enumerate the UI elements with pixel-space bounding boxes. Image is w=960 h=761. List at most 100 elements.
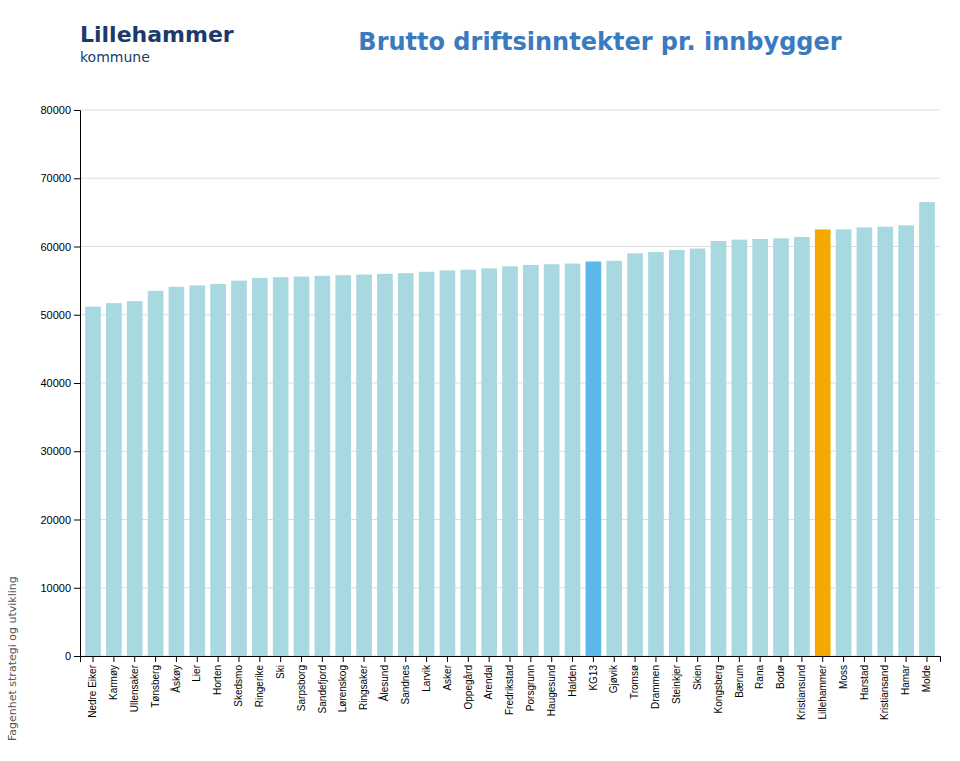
x-tick-label: Kongsberg (713, 665, 724, 713)
x-tick: Sarpsborg (296, 656, 307, 711)
x-tick-label: Moss (838, 665, 849, 689)
x-tick-label: Horten (212, 665, 223, 695)
x-tick-label: Fredrikstad (504, 665, 515, 715)
x-tick-label: Sarpsborg (296, 665, 307, 711)
y-tick-label: 60000 (40, 241, 71, 253)
bar (210, 284, 226, 656)
x-tick: Moss (838, 656, 849, 689)
x-tick: Porsgrunn (525, 656, 536, 711)
x-tick: Ringerike (254, 656, 265, 707)
x-tick: Skedsmo (233, 656, 244, 707)
x-tick-label: Tromsø (629, 665, 640, 699)
x-tick-label: Åskøy (170, 665, 182, 693)
x-tick: Tønsberg (150, 656, 161, 708)
x-tick-mark (468, 656, 469, 662)
grid-line (80, 246, 940, 247)
y-tick: 30000 (40, 445, 80, 457)
x-tick-label: Haugesund (546, 665, 557, 716)
x-tick-mark (906, 656, 907, 662)
x-tick-label: Tønsberg (150, 665, 161, 708)
x-tick-mark (322, 656, 323, 662)
y-tick: 50000 (40, 309, 80, 321)
y-axis: 0 10000 20000 30000 40000 50000 60000 70000 8000… (40, 104, 80, 662)
x-tick: Molde (921, 656, 932, 692)
x-tick-mark (343, 656, 344, 662)
y-tick-label: 40000 (40, 377, 71, 389)
bar (502, 266, 518, 656)
x-tick: Sandefjord (317, 656, 328, 713)
x-tick-mark (280, 656, 281, 662)
x-tick-mark (801, 656, 802, 662)
x-tick-label: Oppegård (463, 665, 474, 709)
x-tick-label: Harstad (859, 665, 870, 700)
grid-line (80, 178, 940, 179)
grid (80, 110, 940, 656)
x-tick: Oppegård (463, 656, 474, 709)
x-tick-label: Sandnes (400, 665, 411, 704)
x-tick-label: Kristiansund (796, 665, 807, 720)
x-tick-mark (426, 656, 427, 662)
x-tick-mark (655, 656, 656, 662)
bar (440, 270, 456, 656)
bar (627, 253, 643, 656)
x-tick: Ålesund (378, 656, 390, 701)
x-tick-label: Ringerike (254, 665, 265, 708)
y-tick: 80000 (40, 104, 80, 116)
y-tick-mark (74, 588, 80, 589)
x-tick: Lørenskog (337, 656, 348, 712)
x-tick-mark (781, 656, 782, 662)
bar (606, 261, 622, 656)
y-tick-label: 50000 (40, 309, 71, 321)
bars (85, 202, 935, 656)
x-tick-mark (301, 656, 302, 662)
x-tick-label: Sandefjord (317, 665, 328, 713)
y-tick-label: 70000 (40, 172, 71, 184)
bar (169, 287, 185, 656)
x-tick: Asker (442, 656, 453, 691)
y-tick-mark (74, 451, 80, 452)
x-tick-mark (384, 656, 385, 662)
y-tick: 40000 (40, 377, 80, 389)
x-tick: Halden (567, 656, 578, 697)
x-tick-label: Ringsaker (358, 664, 369, 710)
logo-text: Lillehammer (80, 22, 234, 47)
x-tick: Sandnes (400, 656, 411, 704)
y-tick-label: 0 (65, 650, 71, 662)
y-tick-label: 10000 (40, 582, 71, 594)
x-tick-label: Drammen (650, 665, 661, 709)
bar (481, 268, 497, 656)
x-tick: Bærum (734, 656, 745, 698)
y-tick-mark (74, 520, 80, 521)
x-tick-label: Ski (275, 665, 286, 679)
x-tick-mark (364, 656, 365, 662)
bar (315, 276, 331, 656)
bar (669, 250, 685, 656)
x-tick-label: KG13 (588, 665, 599, 691)
x-axis: Nedre EikerKarmøyUllensakerTønsbergÅskøy… (81, 656, 941, 720)
x-tick-mark (676, 656, 677, 662)
x-tick-mark (697, 656, 698, 662)
x-tick-mark (197, 656, 198, 662)
x-tick: Lier (191, 656, 202, 682)
x-tick: KG13 (588, 656, 599, 691)
x-tick-mark (176, 656, 177, 662)
bar (898, 225, 914, 656)
x-tick: Hamar (900, 656, 911, 695)
bar (294, 277, 310, 656)
x-tick-label: Porsgrunn (525, 665, 536, 711)
x-tick-mark (155, 656, 156, 662)
x-tick: Ski (275, 656, 286, 679)
x-tick-label: Bærum (734, 665, 745, 698)
bar (419, 272, 435, 656)
x-tick-label: Steinkjer (671, 664, 682, 704)
y-tick-label: 80000 (40, 104, 71, 116)
bar (648, 252, 664, 656)
bar (877, 227, 893, 656)
x-tick-label: Nedre Eiker (87, 664, 98, 717)
x-tick-label: Larvik (421, 664, 432, 692)
y-tick: 20000 (40, 514, 80, 526)
x-tick-label: Karmøy (108, 665, 119, 700)
x-tick: Bodø (775, 656, 786, 689)
x-tick-mark (843, 656, 844, 662)
x-tick-mark (510, 656, 511, 662)
